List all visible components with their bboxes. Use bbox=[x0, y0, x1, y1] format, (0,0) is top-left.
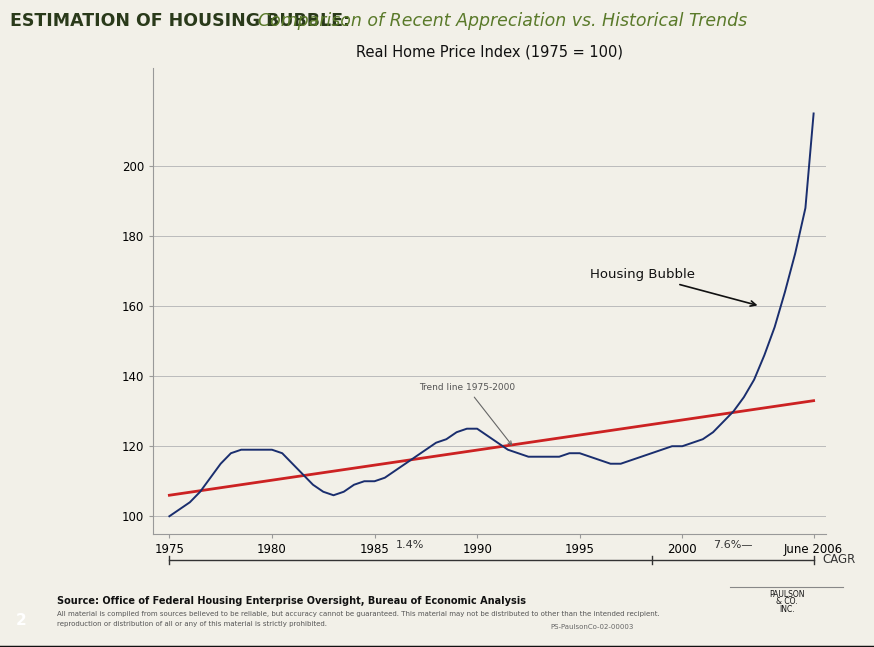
Text: reproduction or distribution of all or any of this material is strictly prohibit: reproduction or distribution of all or a… bbox=[57, 620, 327, 627]
Text: Comparison of Recent Appreciation vs. Historical Trends: Comparison of Recent Appreciation vs. Hi… bbox=[258, 12, 747, 30]
Text: 2: 2 bbox=[16, 613, 26, 628]
Text: 1.4%: 1.4% bbox=[396, 540, 425, 550]
Text: Source: Office of Federal Housing Enterprise Oversight, Bureau of Economic Analy: Source: Office of Federal Housing Enterp… bbox=[57, 597, 526, 606]
Text: PS-PaulsonCo-02-00003: PS-PaulsonCo-02-00003 bbox=[551, 624, 634, 630]
Text: & CO.: & CO. bbox=[776, 597, 797, 606]
Title: Real Home Price Index (1975 = 100): Real Home Price Index (1975 = 100) bbox=[356, 45, 623, 60]
Text: 7.6%—: 7.6%— bbox=[713, 540, 753, 550]
Text: All material is compiled from sources believed to be reliable, but accuracy cann: All material is compiled from sources be… bbox=[57, 611, 660, 617]
Text: PAULSON: PAULSON bbox=[769, 589, 804, 598]
Text: INC.: INC. bbox=[779, 605, 794, 614]
Text: Trend line 1975-2000: Trend line 1975-2000 bbox=[419, 383, 515, 444]
Text: CAGR: CAGR bbox=[822, 553, 856, 566]
Text: Housing Bubble: Housing Bubble bbox=[590, 268, 756, 306]
Text: ESTIMATION OF HOUSING BUBBLE:: ESTIMATION OF HOUSING BUBBLE: bbox=[10, 12, 350, 30]
